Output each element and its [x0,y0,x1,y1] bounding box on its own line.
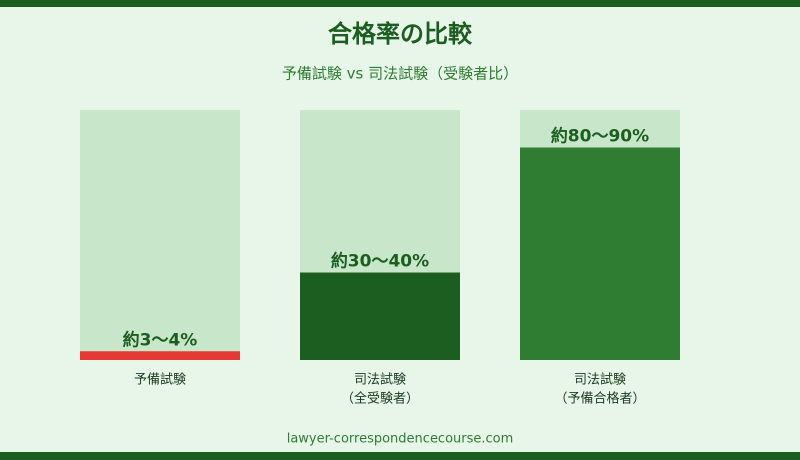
x-tick-note: （全受験者） [341,391,419,407]
value-label: 約3〜4% [123,329,198,350]
x-tick-label: 司法試験 [574,372,626,388]
bar-track [80,110,240,360]
footer: lawyer-correspondencecourse.com [287,432,514,447]
chart-subtitle: 予備試験 vs 司法試験（受験者比） [282,65,518,83]
x-tick-label: 司法試験 [354,372,406,388]
x-tick-label: 予備試験 [134,372,186,388]
bottom-band [0,452,800,460]
chart-title: 合格率の比較 [328,20,473,48]
bar [80,351,240,360]
bar [300,272,460,360]
bar [520,147,680,360]
value-label: 約80〜90% [551,126,649,147]
value-label: 約30〜40% [331,251,429,272]
top-band [0,0,800,7]
x-tick-note: （予備合格者） [554,391,645,407]
